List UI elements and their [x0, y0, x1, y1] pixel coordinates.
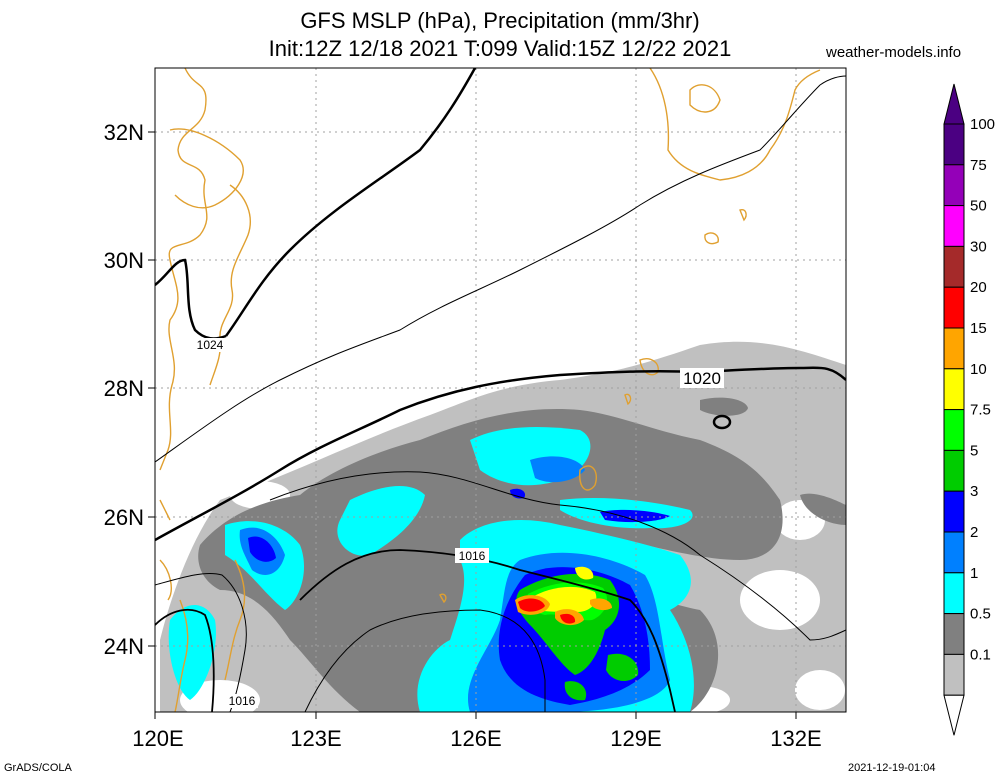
legend-swatch — [943, 245, 965, 288]
lon-labels: 120E 123E 126E 129E 132E — [132, 726, 821, 751]
lat-label-32n: 32N — [104, 120, 144, 145]
map-field: 1024 1020 1016 1016 — [155, 68, 846, 712]
map-title-line1: GFS MSLP (hPa), Precipitation (mm/3hr) — [300, 8, 700, 33]
isobar-label-1020: 1020 — [683, 369, 721, 388]
legend-swatch — [943, 572, 965, 615]
credit-text: weather-models.info — [826, 44, 962, 61]
lon-label-132e: 132E — [770, 726, 821, 751]
legend-top-arrow — [943, 83, 965, 125]
isobar-labels: 1024 1020 1016 1016 — [194, 338, 724, 708]
lon-label-129e: 129E — [610, 726, 661, 751]
legend-swatch — [943, 123, 965, 166]
legend-label: 100 — [970, 116, 995, 133]
precip-20-area — [518, 598, 576, 624]
legend-label: 20 — [970, 279, 987, 296]
footer-timestamp: 2021-12-19-01:04 — [848, 762, 936, 774]
legend-label: 3 — [970, 483, 978, 500]
lon-label-126e: 126E — [450, 726, 501, 751]
legend-swatch — [943, 613, 965, 655]
isobar-label-1016-a: 1016 — [459, 549, 486, 563]
precip-legend: 100 75 50 30 20 15 10 7.5 5 3 2 1 0.5 0.1 — [943, 83, 995, 736]
legend-swatch — [943, 531, 965, 574]
isobar-label-1024: 1024 — [197, 338, 224, 352]
map-title-line2: Init:12Z 12/18 2021 T:099 Valid:15Z 12/2… — [268, 36, 732, 61]
lon-label-123e: 123E — [290, 726, 341, 751]
legend-swatch — [943, 327, 965, 370]
legend-label: 30 — [970, 238, 987, 255]
isobar-label-1016-b: 1016 — [229, 694, 256, 708]
lon-label-120e: 120E — [132, 726, 183, 751]
legend-swatch — [943, 490, 965, 533]
legend-swatch — [943, 205, 965, 247]
legend-swatch — [943, 368, 965, 411]
legend-swatch — [943, 653, 965, 696]
axis-ticks — [148, 131, 797, 719]
legend-bottom-arrow — [943, 694, 965, 736]
legend-swatch — [943, 449, 965, 492]
lat-label-30n: 30N — [104, 248, 144, 273]
legend-label: 0.1 — [970, 646, 991, 663]
legend-label: 5 — [970, 442, 978, 459]
legend-label: 1 — [970, 565, 978, 582]
lat-labels: 32N 30N 28N 26N 24N — [104, 120, 144, 659]
lat-label-28n: 28N — [104, 376, 144, 401]
map-frame — [154, 67, 847, 713]
legend-label: 7.5 — [970, 402, 991, 419]
legend-label: 50 — [970, 198, 987, 215]
legend-swatch — [943, 286, 965, 329]
legend-label: 2 — [970, 524, 978, 541]
lat-label-24n: 24N — [104, 634, 144, 659]
legend-swatch — [943, 409, 965, 451]
legend-label: 0.5 — [970, 606, 991, 623]
footer-grads: GrADS/COLA — [4, 762, 72, 774]
legend-label: 75 — [970, 157, 987, 174]
coastline — [159, 68, 821, 712]
legend-label: 15 — [970, 320, 987, 337]
legend-swatch — [943, 164, 965, 207]
lat-label-26n: 26N — [104, 505, 144, 530]
graticule — [155, 68, 846, 712]
legend-label: 10 — [970, 361, 987, 378]
